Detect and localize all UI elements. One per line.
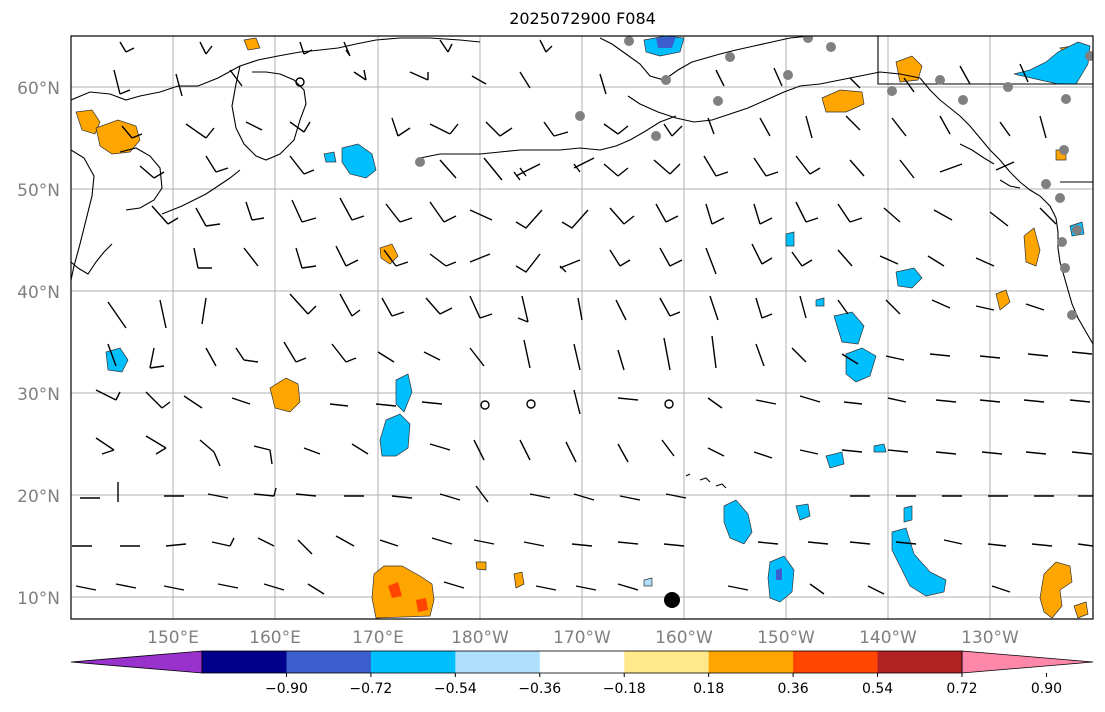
lon-label: 140°W — [859, 628, 917, 648]
lat-label: 50°N — [17, 181, 60, 201]
lon-label: 180°W — [451, 628, 509, 648]
colorbar-segment — [539, 651, 625, 673]
colorbar-tick-label: 0.54 — [862, 681, 893, 697]
colorbar-segment — [455, 651, 541, 673]
lat-labels: 60°N 50°N 40°N 30°N 20°N 10°N — [17, 79, 60, 609]
colorbar-segment — [370, 651, 456, 673]
colorbar-tick-label: 0.18 — [693, 681, 724, 697]
colorbar-extend-min — [70, 650, 203, 674]
lat-label: 40°N — [17, 283, 60, 303]
field-contours — [75, 36, 1091, 619]
colorbar-tick-label: −0.90 — [265, 681, 308, 697]
colorbar-segment — [624, 651, 710, 673]
lat-label: 60°N — [17, 79, 60, 99]
colorbar-frame — [201, 650, 963, 674]
station-markers — [415, 36, 1093, 320]
lon-label: 150°W — [757, 628, 815, 648]
colorbar-segment — [877, 651, 963, 673]
colorbar-tick-label: −0.72 — [349, 681, 392, 697]
map-frame — [70, 35, 1094, 620]
lon-labels: 150°E 160°E 170°E 180°W 170°W 160°W 150°… — [147, 628, 1019, 648]
lon-label: 160°W — [655, 628, 713, 648]
colorbar-tick-label: −0.18 — [603, 681, 646, 697]
colorbar-extend-max — [961, 650, 1094, 674]
calm-circles — [295, 77, 674, 410]
map-title: 2025072900 F084 — [509, 9, 656, 28]
coastlines — [71, 36, 1093, 489]
colorbar-tick-label: −0.54 — [434, 681, 477, 697]
lat-label: 30°N — [17, 385, 60, 405]
colorbar-tick-label: 0.72 — [946, 681, 977, 697]
graticule — [71, 36, 1093, 619]
lat-label: 20°N — [17, 487, 60, 507]
lat-label: 10°N — [17, 589, 60, 609]
lon-label: 170°W — [553, 628, 611, 648]
colorbar-segment — [202, 651, 287, 673]
lon-label: 150°E — [147, 628, 199, 648]
colorbar: −0.90 −0.72 −0.54 −0.36 −0.18 0.18 0.36 0.54 0.7… — [70, 650, 1094, 697]
colorbar-tick-label: 0.90 — [1031, 681, 1062, 697]
colorbar-segment — [793, 651, 879, 673]
colorbar-segment — [286, 651, 372, 673]
colorbar-segment — [708, 651, 794, 673]
colorbar-tick-label: −0.36 — [518, 681, 561, 697]
wind-barbs — [72, 39, 1093, 595]
lon-label: 170°E — [352, 628, 404, 648]
lon-label: 160°E — [249, 628, 301, 648]
black-dot-marker — [664, 592, 680, 608]
lon-label: 130°W — [961, 628, 1019, 648]
colorbar-tick-label: 0.36 — [778, 681, 809, 697]
